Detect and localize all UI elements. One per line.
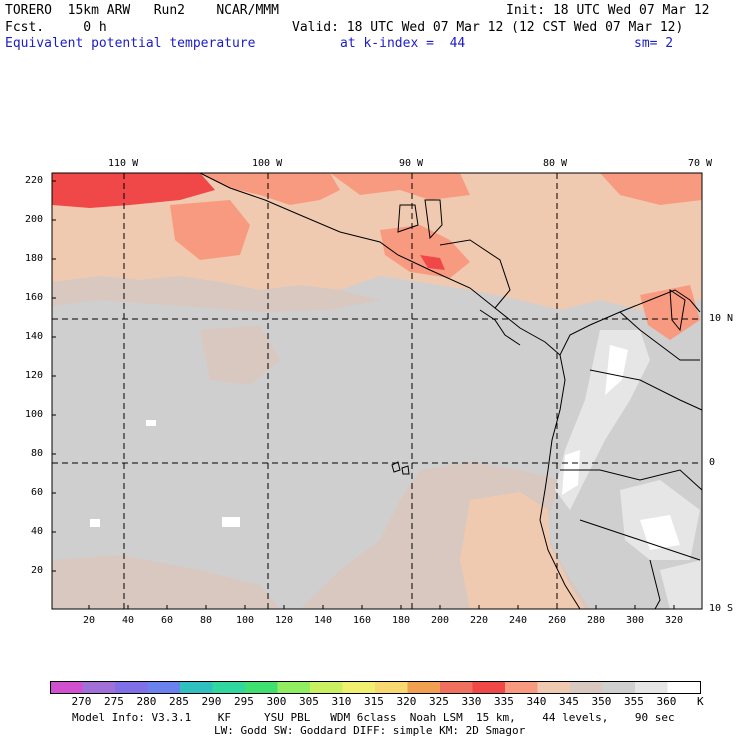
colorbar-label: 360 — [656, 695, 677, 708]
physics-info-line: LW: Godd SW: Goddard DIFF: simple KM: 2D… — [214, 724, 526, 737]
colorbar-label: 345 — [559, 695, 579, 708]
colorbar-label: 280 — [136, 695, 157, 708]
colorbar-label: 305 — [299, 695, 319, 708]
x-tick-280: 280 — [587, 615, 606, 626]
y-tick-100: 100 — [25, 409, 44, 420]
coastlines — [199, 172, 703, 610]
x-tick-60: 60 — [161, 615, 174, 626]
field-name: Equivalent potential temperature — [5, 36, 256, 51]
y-tick-220: 220 — [25, 175, 44, 186]
colorbar-label: 350 — [591, 695, 612, 708]
colorbar-label: 275 — [104, 695, 124, 708]
x-tick-20: 20 — [83, 615, 96, 626]
lat-label-0: 0 — [709, 457, 716, 468]
y-tick-140: 140 — [25, 331, 44, 342]
x-tick-200: 200 — [431, 615, 450, 626]
colorbar-swatch — [440, 681, 473, 693]
valid-time: Valid: 18 UTC Wed 07 Mar 12 (12 CST Wed … — [292, 20, 684, 35]
axis-ticks — [52, 180, 675, 609]
lat-label-10n: 10 N — [709, 313, 734, 324]
colorbar-swatch — [147, 681, 181, 693]
colorbar-swatch — [115, 681, 148, 693]
colorbar-swatch — [570, 681, 603, 693]
colorbar-swatch — [342, 681, 376, 693]
level-info: at k-index = 44 — [340, 36, 466, 51]
colorbar-swatch — [310, 681, 343, 693]
lon-label-80w: 80 W — [543, 158, 568, 169]
x-tick-140: 140 — [314, 615, 333, 626]
colorbar-swatch — [82, 681, 116, 693]
colorbar-swatch — [212, 681, 246, 693]
colorbar-swatch — [602, 681, 636, 693]
x-tick-320: 320 — [665, 615, 684, 626]
colorbar-label: 300 — [266, 695, 287, 708]
colorbar-swatch — [472, 681, 506, 693]
colorbar — [50, 681, 701, 694]
y-tick-120: 120 — [25, 370, 44, 381]
x-tick-160: 160 — [353, 615, 372, 626]
model-info-line: Model Info: V3.3.1 KF YSU PBL WDM 6class… — [72, 711, 675, 724]
lat-label-10s: 10 S — [709, 603, 734, 614]
y-tick-80: 80 — [31, 448, 44, 459]
y-tick-180: 180 — [25, 253, 44, 264]
x-tick-40: 40 — [122, 615, 135, 626]
x-tick-80: 80 — [200, 615, 213, 626]
colorbar-label: 315 — [364, 695, 384, 708]
x-tick-220: 220 — [470, 615, 489, 626]
y-tick-60: 60 — [31, 487, 44, 498]
y-tick-40: 40 — [31, 526, 44, 537]
x-tick-180: 180 — [392, 615, 411, 626]
colorbar-swatch — [407, 681, 441, 693]
forecast-hour: Fcst. 0 h — [5, 20, 107, 35]
colorbar-swatch — [505, 681, 538, 693]
model-run-title: TORERO 15km ARW Run2 NCAR/MMM — [5, 3, 279, 18]
smoothing-info: sm= 2 — [634, 36, 674, 51]
colorbar-swatch — [50, 681, 83, 693]
y-tick-200: 200 — [25, 214, 44, 225]
x-tick-120: 120 — [275, 615, 294, 626]
colorbar-swatch — [375, 681, 408, 693]
theta-e-field — [52, 173, 702, 609]
colorbar-label: 355 — [624, 695, 644, 708]
colorbar-swatch — [635, 681, 668, 693]
x-tick-260: 260 — [548, 615, 567, 626]
colorbar-label: 320 — [396, 695, 417, 708]
y-tick-160: 160 — [25, 292, 44, 303]
colorbar-label: 290 — [201, 695, 222, 708]
colorbar-frame — [50, 681, 701, 694]
colorbar-swatch — [537, 681, 571, 693]
x-tick-100: 100 — [236, 615, 255, 626]
colorbar-swatch — [180, 681, 213, 693]
colorbar-swatch — [277, 681, 311, 693]
colorbar-label: 270 — [71, 695, 92, 708]
colorbar-swatch — [667, 681, 701, 693]
lon-label-100w: 100 W — [252, 158, 283, 169]
colorbar-label: 285 — [169, 695, 189, 708]
x-tick-240: 240 — [509, 615, 528, 626]
colorbar-swatch — [245, 681, 278, 693]
colorbar-label: 340 — [526, 695, 547, 708]
colorbar-unit: K — [697, 695, 704, 708]
map-frame — [51, 172, 703, 610]
colorbar-label: 325 — [429, 695, 449, 708]
colorbar-label: 310 — [331, 695, 352, 708]
y-tick-20: 20 — [31, 565, 44, 576]
latlon-grid — [52, 173, 702, 609]
lon-label-70w: 70 W — [688, 158, 713, 169]
x-tick-300: 300 — [626, 615, 645, 626]
colorbar-label: 335 — [494, 695, 514, 708]
lon-label-110w: 110 W — [108, 158, 139, 169]
colorbar-label: 330 — [461, 695, 482, 708]
lon-label-90w: 90 W — [399, 158, 424, 169]
init-time: Init: 18 UTC Wed 07 Mar 12 — [506, 3, 710, 18]
colorbar-label: 295 — [234, 695, 254, 708]
